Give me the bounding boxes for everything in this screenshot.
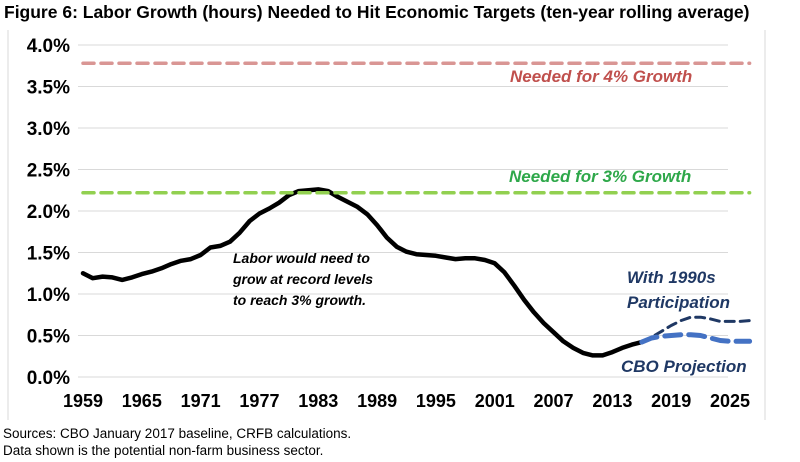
- chart-title: Figure 6: Labor Growth (hours) Needed to…: [4, 2, 750, 22]
- y-tick-label: 0.5%: [27, 327, 70, 348]
- x-tick-label: 1971: [181, 391, 221, 411]
- historical-line: [80, 187, 645, 358]
- y-tick-label: 4.0%: [27, 36, 70, 57]
- x-tick-label: 1989: [357, 391, 397, 411]
- x-tick-label: 2025: [710, 391, 750, 411]
- needed-4pct-label: Needed for 4% Growth: [510, 67, 692, 86]
- y-tick-label: 3.0%: [27, 119, 70, 140]
- x-tick-label: 2007: [534, 391, 574, 411]
- y-tick-label: 0.0%: [27, 368, 70, 389]
- y-tick-label: 3.5%: [27, 78, 70, 99]
- x-tick-label: 1983: [298, 391, 338, 411]
- x-tick-label: 1965: [122, 391, 162, 411]
- source-note: Sources: CBO January 2017 baseline, CRFB…: [3, 426, 352, 441]
- x-tick-label: 1995: [416, 391, 456, 411]
- cbo-projection-line: [639, 332, 753, 345]
- y-tick-label: 1.0%: [27, 285, 70, 306]
- needed-3pct-label: Needed for 3% Growth: [509, 167, 691, 186]
- y-tick-label: 1.5%: [27, 244, 70, 265]
- cbo-projection-label: CBO Projection: [621, 357, 747, 376]
- y-tick-label: 2.0%: [27, 202, 70, 223]
- annotation-note-line: to reach 3% growth.: [233, 292, 366, 308]
- y-tick-label: 2.5%: [27, 161, 70, 182]
- annotation-note-line: Labor would need to: [233, 250, 370, 266]
- x-tick-label: 1977: [239, 391, 279, 411]
- x-tick-label: 2013: [592, 391, 632, 411]
- annotation-note-line: grow at record levels: [232, 271, 373, 287]
- participation-label-line: Participation: [627, 293, 730, 312]
- participation-label-line: With 1990s: [627, 268, 716, 287]
- x-tick-label: 1959: [63, 391, 103, 411]
- x-tick-label: 2001: [475, 391, 515, 411]
- participation-projection-line: [640, 315, 752, 344]
- data-note: Data shown is the potential non-farm bus…: [3, 443, 324, 458]
- x-tick-label: 2019: [651, 391, 691, 411]
